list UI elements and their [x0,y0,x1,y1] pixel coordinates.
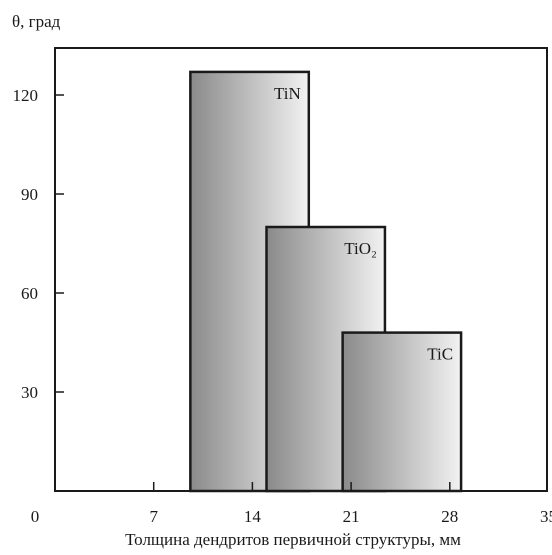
bar-label-2: TiO₂ [344,239,377,258]
x-tick-label-35: 35 [540,507,552,526]
y-tick-label-60: 60 [21,284,38,303]
x-tick-label-14: 14 [244,507,262,526]
x-axis-title: Толщина дендритов первичной структуры, м… [125,530,461,549]
x-tick-label-21: 21 [343,507,360,526]
y-tick-label-90: 90 [21,185,38,204]
bar-label-3: TiC [427,345,453,364]
bars-layer: TiN TiO₂ TiC [190,72,461,491]
y-tick-label-30: 30 [21,383,38,402]
bar-label-1: TiN [274,84,301,103]
x-tick-label-0: 0 [31,507,40,526]
y-axis-title: θ, град [12,12,61,31]
y-tick-label-120: 120 [13,86,39,105]
x-tick-label-28: 28 [441,507,458,526]
x-tick-label-7: 7 [149,507,158,526]
